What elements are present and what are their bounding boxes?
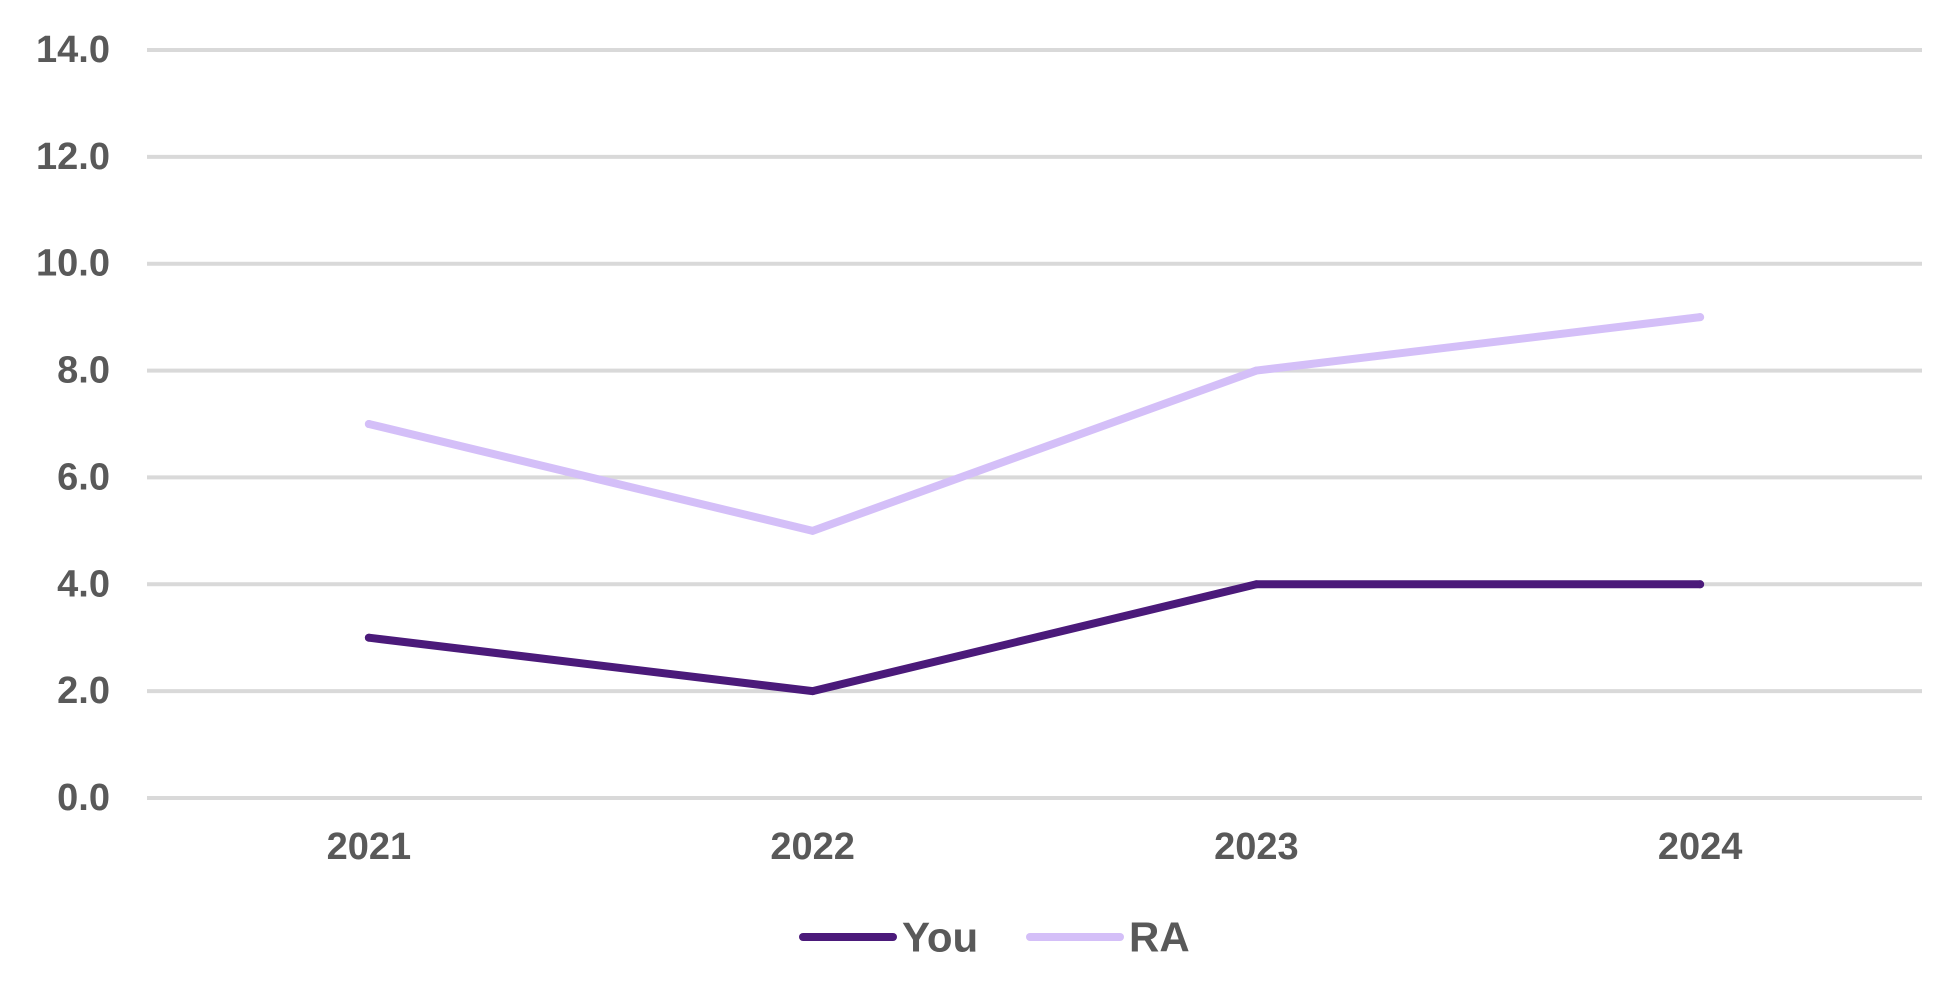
gridlines: [147, 48, 1922, 800]
y-tick-label: 12.0: [36, 136, 110, 178]
legend-item-you: You: [799, 914, 978, 961]
y-tick-label: 2.0: [57, 670, 110, 712]
series-lines: [364, 313, 1705, 696]
y-tick-label: 10.0: [36, 243, 110, 285]
x-tick-label: 2023: [1214, 826, 1299, 868]
series-line-ra: [364, 313, 1705, 535]
series-line-you: [364, 580, 1705, 696]
legend-item-ra: RA: [1026, 914, 1190, 961]
y-axis-tick-labels: 0.0 2.0 4.0 6.0 8.0 10.0 12.0 14.0: [36, 29, 110, 819]
y-tick-label: 8.0: [57, 350, 110, 392]
data-point-you: [1252, 580, 1261, 589]
legend-label: You: [902, 914, 978, 961]
y-tick-label: 4.0: [57, 563, 110, 605]
data-point-you: [808, 687, 817, 696]
legend-label: RA: [1129, 914, 1190, 961]
legend: You RA: [799, 914, 1190, 961]
x-axis-tick-labels: 2021 2022 2023 2024: [327, 826, 1743, 868]
data-point-you: [364, 633, 373, 642]
y-tick-label: 6.0: [57, 456, 110, 498]
x-tick-label: 2021: [327, 826, 412, 868]
data-point-ra: [1696, 313, 1705, 322]
x-tick-label: 2022: [770, 826, 855, 868]
data-point-ra: [808, 526, 817, 535]
y-tick-label: 0.0: [57, 777, 110, 819]
data-point-you: [1696, 580, 1705, 589]
data-point-ra: [364, 420, 373, 428]
y-tick-label: 14.0: [36, 29, 110, 71]
data-point-ra: [1252, 366, 1261, 375]
x-tick-label: 2024: [1658, 826, 1743, 868]
